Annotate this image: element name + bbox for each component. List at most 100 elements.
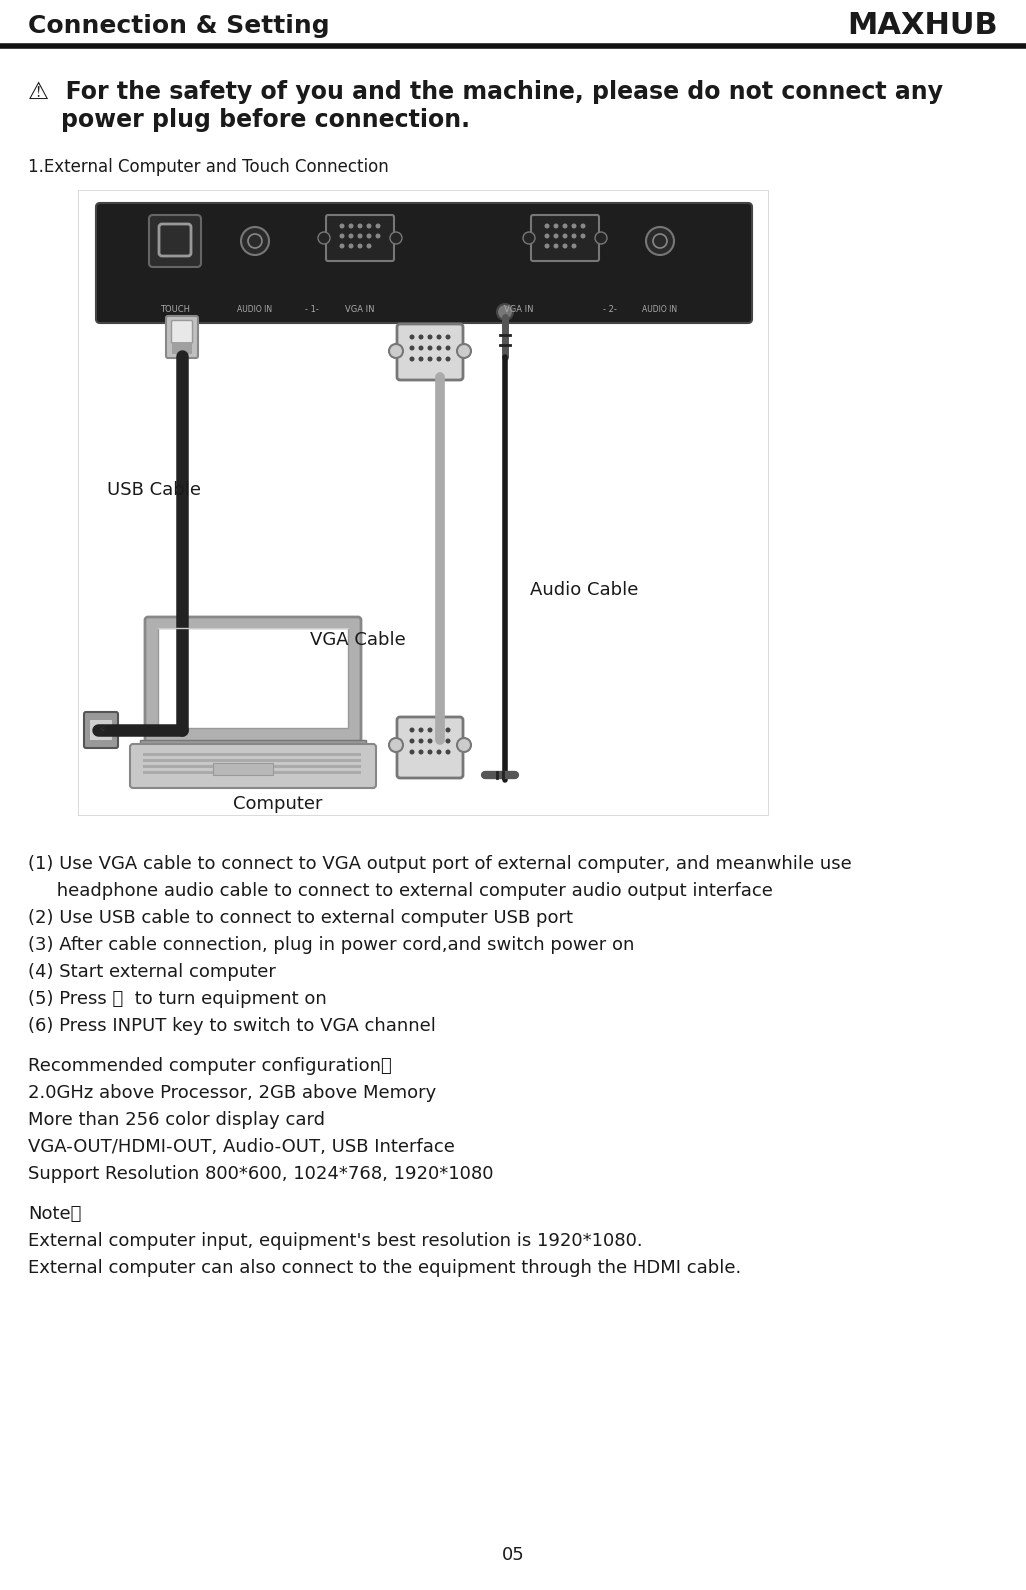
Circle shape — [497, 304, 513, 320]
Circle shape — [409, 728, 415, 733]
Text: VGA IN: VGA IN — [346, 305, 374, 313]
Circle shape — [419, 728, 424, 733]
Bar — [140, 739, 366, 750]
Circle shape — [571, 234, 577, 238]
Circle shape — [340, 234, 345, 238]
Text: 2.0GHz above Processor, 2GB above Memory: 2.0GHz above Processor, 2GB above Memory — [28, 1084, 436, 1102]
Circle shape — [376, 234, 381, 238]
Text: AUDIO IN: AUDIO IN — [237, 305, 273, 313]
Bar — [158, 628, 348, 728]
Text: ⚡: ⚡ — [97, 723, 107, 736]
FancyBboxPatch shape — [96, 204, 752, 323]
Bar — [143, 758, 361, 762]
Circle shape — [553, 243, 558, 248]
Circle shape — [419, 356, 424, 361]
Text: TOUCH: TOUCH — [160, 305, 190, 313]
Bar — [143, 771, 361, 774]
Text: External computer can also connect to the equipment through the HDMI cable.: External computer can also connect to th… — [28, 1259, 741, 1277]
Circle shape — [349, 234, 354, 238]
Circle shape — [545, 243, 550, 248]
Circle shape — [436, 334, 441, 340]
Bar — [143, 754, 361, 755]
Circle shape — [419, 749, 424, 755]
Text: (5) Press ⏻  to turn equipment on: (5) Press ⏻ to turn equipment on — [28, 991, 326, 1008]
Text: Recommended computer configuration：: Recommended computer configuration： — [28, 1057, 392, 1075]
Circle shape — [428, 345, 433, 350]
Text: External computer input, equipment's best resolution is 1920*1080.: External computer input, equipment's bes… — [28, 1232, 642, 1250]
Circle shape — [553, 224, 558, 229]
Text: headphone audio cable to connect to external computer audio output interface: headphone audio cable to connect to exte… — [28, 882, 773, 900]
Text: 05: 05 — [502, 1545, 524, 1565]
Circle shape — [349, 224, 354, 229]
Circle shape — [409, 749, 415, 755]
Circle shape — [646, 227, 674, 254]
Circle shape — [571, 243, 577, 248]
Circle shape — [340, 243, 345, 248]
FancyBboxPatch shape — [149, 215, 201, 267]
Circle shape — [436, 738, 441, 744]
Bar — [172, 342, 192, 355]
Text: 1.External Computer and Touch Connection: 1.External Computer and Touch Connection — [28, 157, 389, 176]
Circle shape — [436, 345, 441, 350]
Text: Note：: Note： — [28, 1205, 81, 1223]
Circle shape — [553, 234, 558, 238]
Circle shape — [436, 749, 441, 755]
Text: AUDIO IN: AUDIO IN — [642, 305, 677, 313]
FancyBboxPatch shape — [397, 717, 463, 778]
Circle shape — [562, 243, 567, 248]
Text: ⚠  For the safety of you and the machine, please do not connect any: ⚠ For the safety of you and the machine,… — [28, 80, 943, 103]
Bar — [90, 720, 112, 739]
Circle shape — [419, 334, 424, 340]
Circle shape — [595, 232, 607, 243]
Text: (6) Press INPUT key to switch to VGA channel: (6) Press INPUT key to switch to VGA cha… — [28, 1018, 436, 1035]
Circle shape — [366, 234, 371, 238]
FancyBboxPatch shape — [171, 321, 193, 343]
Text: VGA-OUT/HDMI-OUT, Audio-OUT, USB Interface: VGA-OUT/HDMI-OUT, Audio-OUT, USB Interfa… — [28, 1138, 455, 1156]
Text: VGA Cable: VGA Cable — [310, 631, 405, 649]
Text: - 1-: - 1- — [305, 305, 319, 313]
Circle shape — [340, 224, 345, 229]
Circle shape — [428, 749, 433, 755]
Circle shape — [445, 749, 450, 755]
Circle shape — [445, 738, 450, 744]
Text: VGA IN: VGA IN — [504, 305, 534, 313]
FancyBboxPatch shape — [166, 316, 198, 358]
Bar — [78, 189, 768, 816]
Circle shape — [241, 227, 269, 254]
Circle shape — [562, 234, 567, 238]
Circle shape — [428, 728, 433, 733]
Circle shape — [562, 224, 567, 229]
Text: MAXHUB: MAXHUB — [847, 11, 998, 40]
Circle shape — [571, 224, 577, 229]
Text: (2) Use USB cable to connect to external computer USB port: (2) Use USB cable to connect to external… — [28, 909, 573, 927]
Circle shape — [545, 234, 550, 238]
Text: USB Cable: USB Cable — [107, 482, 201, 499]
Circle shape — [457, 738, 471, 752]
Circle shape — [409, 738, 415, 744]
FancyBboxPatch shape — [84, 712, 118, 747]
Circle shape — [366, 224, 371, 229]
Circle shape — [581, 234, 586, 238]
FancyBboxPatch shape — [326, 215, 394, 261]
Circle shape — [545, 224, 550, 229]
Circle shape — [428, 738, 433, 744]
Text: Computer: Computer — [233, 795, 322, 812]
Text: More than 256 color display card: More than 256 color display card — [28, 1111, 325, 1129]
Circle shape — [436, 728, 441, 733]
Circle shape — [445, 356, 450, 361]
Circle shape — [457, 343, 471, 358]
FancyBboxPatch shape — [531, 215, 599, 261]
Circle shape — [419, 738, 424, 744]
Circle shape — [428, 334, 433, 340]
Circle shape — [390, 232, 402, 243]
Circle shape — [318, 232, 330, 243]
Circle shape — [409, 345, 415, 350]
FancyBboxPatch shape — [145, 617, 361, 747]
Text: power plug before connection.: power plug before connection. — [28, 108, 470, 132]
FancyBboxPatch shape — [397, 324, 463, 380]
Bar — [143, 765, 361, 768]
Text: (1) Use VGA cable to connect to VGA output port of external computer, and meanwh: (1) Use VGA cable to connect to VGA outp… — [28, 855, 852, 873]
Circle shape — [445, 345, 450, 350]
Circle shape — [428, 356, 433, 361]
Circle shape — [389, 738, 403, 752]
